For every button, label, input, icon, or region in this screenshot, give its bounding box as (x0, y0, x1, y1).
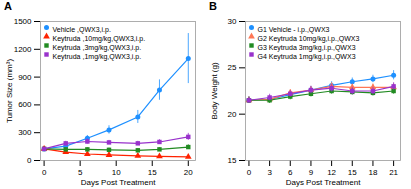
svg-text:1200: 1200 (14, 45, 32, 54)
svg-text:0: 0 (42, 168, 47, 177)
svg-text:G4 Keytruda 1mg/kg,i.p.,QWX3: G4 Keytruda 1mg/kg,i.p.,QWX3 (258, 53, 356, 61)
svg-text:600: 600 (18, 100, 32, 109)
svg-text:0: 0 (27, 156, 32, 165)
svg-text:G1 Vehicle - i.p.,QWX3: G1 Vehicle - i.p.,QWX3 (258, 26, 330, 34)
svg-text:12: 12 (327, 168, 336, 177)
svg-text:5: 5 (78, 168, 83, 177)
svg-text:Days Post Treatment: Days Post Treatment (286, 178, 361, 187)
svg-text:15: 15 (348, 168, 357, 177)
html-text:A: A (4, 0, 12, 12)
svg-text:Vehicle ,QWX3,i.p.: Vehicle ,QWX3,i.p. (53, 26, 111, 34)
svg-text:G3 Keytruda 3mg/kg,i.p.,QWX3: G3 Keytruda 3mg/kg,i.p.,QWX3 (258, 44, 356, 52)
html-text:B: B (209, 0, 217, 12)
svg-text:Keytruda ,10mg/kg,QWX3,i.p.: Keytruda ,10mg/kg,QWX3,i.p. (53, 35, 146, 43)
svg-text:900: 900 (18, 73, 32, 82)
svg-text:1500: 1500 (14, 17, 32, 26)
svg-text:G2 Keytruda 10mg/kg,i.p.,QWX3: G2 Keytruda 10mg/kg,i.p.,QWX3 (258, 35, 360, 43)
svg-text:21: 21 (389, 168, 398, 177)
svg-text:30: 30 (228, 17, 237, 26)
svg-text:Tumor Size (mm³): Tumor Size (mm³) (5, 59, 14, 123)
svg-text:25: 25 (228, 63, 237, 72)
svg-text:15: 15 (148, 168, 157, 177)
svg-text:9: 9 (309, 168, 314, 177)
svg-text:Days Post Treatment: Days Post Treatment (81, 178, 156, 187)
svg-text:18: 18 (368, 168, 377, 177)
svg-text:20: 20 (184, 168, 193, 177)
svg-text:Keytruda ,1mg/kg,QWX3,i.p.: Keytruda ,1mg/kg,QWX3,i.p. (53, 53, 142, 61)
svg-text:3: 3 (267, 168, 272, 177)
svg-text:0: 0 (247, 168, 252, 177)
svg-text:10: 10 (112, 168, 121, 177)
svg-text:20: 20 (228, 110, 237, 119)
svg-text:15: 15 (228, 156, 237, 165)
svg-text:Body Weight (g): Body Weight (g) (210, 62, 219, 120)
svg-text:300: 300 (18, 128, 32, 137)
svg-text:Keytruda ,3mg/kg,QWX3,i.p.: Keytruda ,3mg/kg,QWX3,i.p. (53, 44, 142, 52)
svg-text:6: 6 (288, 168, 293, 177)
